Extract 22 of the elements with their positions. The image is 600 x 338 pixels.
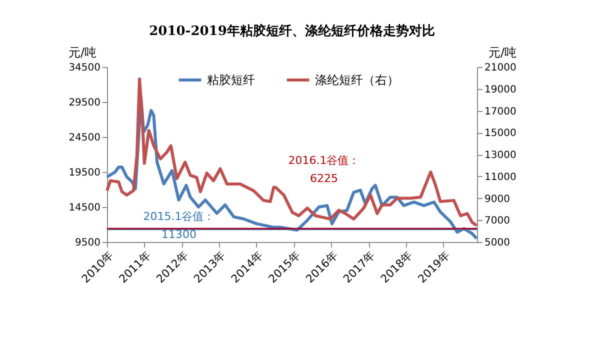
annotation: 2015.1谷值： 11300 — [143, 210, 215, 241]
y2-axis-title: 元/吨 — [488, 46, 517, 60]
legend-label: 涤纶短纤（右） — [315, 73, 399, 87]
y2-tick-label: 13000 — [484, 150, 516, 161]
y-axis-title: 元/吨 — [68, 46, 97, 60]
chart-title: 2010-2019年粘胶短纤、涤纶短纤价格走势对比 — [149, 23, 435, 39]
y2-tick-label: 21000 — [484, 62, 516, 74]
y-tick-label: 29500 — [68, 98, 100, 108]
legend-label: 粘胶短纤 — [207, 73, 255, 87]
y-tick-label: 34500 — [68, 62, 100, 74]
y-tick-label: 9500 — [75, 238, 100, 248]
y2-tick-label: 9000 — [484, 194, 510, 205]
annotation: 2016.1谷值： 6225 — [288, 154, 360, 185]
y2-tick-label: 19000 — [484, 84, 516, 96]
y2-tick-label: 7000 — [484, 216, 510, 227]
y2-tick-label: 5000 — [484, 238, 510, 248]
y2-tick-label: 11000 — [484, 172, 516, 183]
y-tick-label: 19500 — [68, 168, 100, 178]
y2-tick-label: 17000 — [484, 106, 516, 118]
y-tick-label: 24500 — [68, 132, 100, 144]
y2-tick-label: 15000 — [484, 128, 516, 140]
y-tick-label: 14500 — [68, 202, 100, 214]
